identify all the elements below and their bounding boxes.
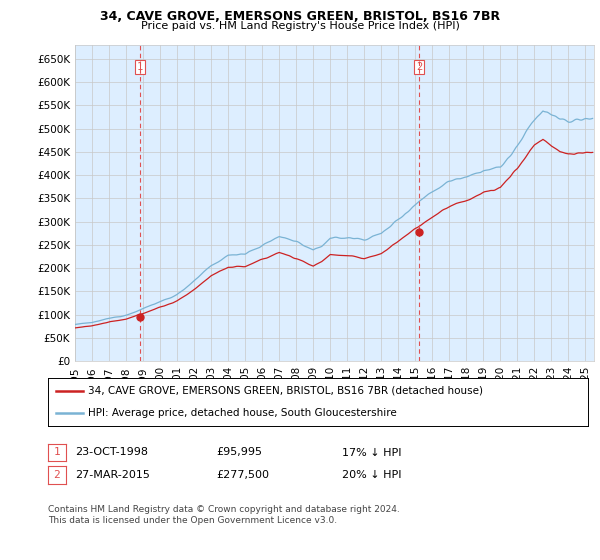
Text: 2: 2: [53, 470, 61, 480]
Text: 1: 1: [53, 447, 61, 458]
Text: 1: 1: [137, 62, 143, 72]
Text: 2: 2: [416, 62, 422, 72]
Text: Price paid vs. HM Land Registry's House Price Index (HPI): Price paid vs. HM Land Registry's House …: [140, 21, 460, 31]
Text: 20% ↓ HPI: 20% ↓ HPI: [342, 470, 401, 480]
Text: £277,500: £277,500: [216, 470, 269, 480]
Text: 23-OCT-1998: 23-OCT-1998: [75, 447, 148, 458]
Text: 34, CAVE GROVE, EMERSONS GREEN, BRISTOL, BS16 7BR: 34, CAVE GROVE, EMERSONS GREEN, BRISTOL,…: [100, 10, 500, 23]
Text: 34, CAVE GROVE, EMERSONS GREEN, BRISTOL, BS16 7BR (detached house): 34, CAVE GROVE, EMERSONS GREEN, BRISTOL,…: [89, 386, 484, 396]
Text: Contains HM Land Registry data © Crown copyright and database right 2024.
This d: Contains HM Land Registry data © Crown c…: [48, 505, 400, 525]
Text: HPI: Average price, detached house, South Gloucestershire: HPI: Average price, detached house, Sout…: [89, 408, 397, 418]
Text: 17% ↓ HPI: 17% ↓ HPI: [342, 447, 401, 458]
Text: £95,995: £95,995: [216, 447, 262, 458]
Text: 27-MAR-2015: 27-MAR-2015: [75, 470, 150, 480]
